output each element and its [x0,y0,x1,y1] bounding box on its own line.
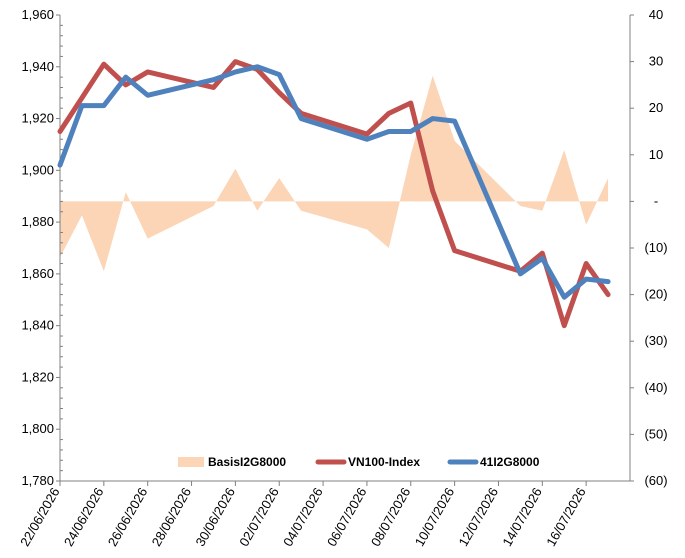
y-right-tick-label: - [654,193,658,208]
y-right-tick-label: (20) [644,287,667,302]
y-left-tick-label: 1,860 [21,266,54,281]
legend-label: 41I2G8000 [480,455,540,469]
legend-label: BasisI2G8000 [208,455,286,469]
y-right-tick-label: (10) [644,240,667,255]
legend-swatch-area [178,457,204,467]
y-right-tick-label: (50) [644,426,667,441]
y-left-tick-label: 1,880 [21,214,54,229]
y-left-tick-label: 1,780 [21,473,54,488]
y-left-tick-label: 1,940 [21,59,54,74]
y-right-tick-label: 40 [649,7,663,22]
y-left-tick-label: 1,820 [21,369,54,384]
y-right-tick-label: (60) [644,473,667,488]
line-layer [57,59,611,329]
y-left-tick-label: 1,840 [21,318,54,333]
y-right-tick-label: (40) [644,380,667,395]
series-line-2 [57,64,611,300]
y-left-tick-label: 1,900 [21,162,54,177]
y-right-tick-label: 20 [649,100,663,115]
y-left-tick-label: 1,920 [21,111,54,126]
y-right-tick-label: 30 [649,54,663,69]
y-left-tick-label: 1,960 [21,7,54,22]
y-right-tick-label: 10 [649,147,663,162]
y-right-tick-label: (30) [644,333,667,348]
y-left-tick-label: 1,800 [21,421,54,436]
legend: BasisI2G8000 VN100-Index 41I2G8000 [178,455,540,469]
legend-label: VN100-Index [348,455,420,469]
